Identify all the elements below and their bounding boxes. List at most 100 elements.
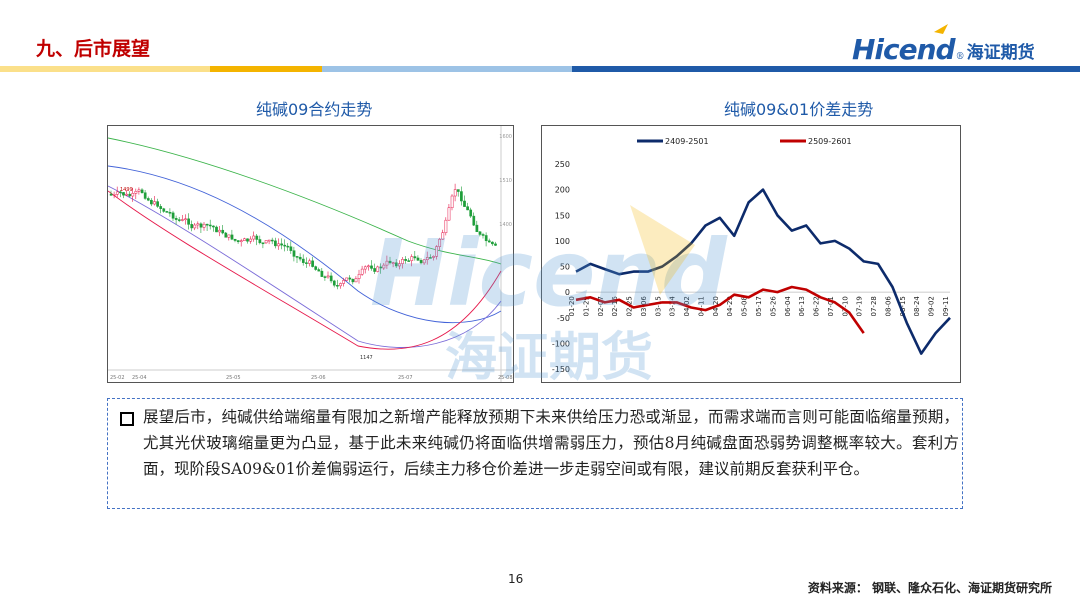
- brand-swoosh-icon: [934, 24, 948, 34]
- summary-text: 展望后市，纯碱供给端缩量有限加之新增产能释放预期下未来供给压力恐或渐显，而需求端…: [143, 408, 959, 478]
- candle-body: [236, 240, 240, 243]
- candle-body: [159, 206, 163, 209]
- x-tick-label: 03-15: [654, 296, 662, 316]
- series-line: [575, 285, 865, 334]
- x-tick-label: 06-13: [798, 296, 806, 316]
- candle-body: [181, 219, 184, 221]
- candle-body: [360, 268, 364, 275]
- candle-body: [367, 265, 370, 268]
- x-tick-label: 01-20: [568, 296, 576, 316]
- candle-body: [332, 280, 336, 286]
- y-tick-label: 100: [555, 237, 570, 246]
- candle-body: [255, 235, 259, 240]
- candle-body: [202, 223, 206, 228]
- candle-body: [425, 257, 429, 260]
- y-tick-label: -150: [552, 365, 570, 374]
- candle-body: [472, 215, 476, 226]
- right-chart-title: 纯碱09&01价差走势: [724, 100, 874, 119]
- candle-body: [122, 192, 125, 196]
- candle-body: [317, 269, 321, 272]
- candlestick-chart-svg: 1600 1510 1400 1499 1147 25-02 25-04 25-…: [107, 126, 513, 382]
- page-number: 16: [508, 572, 524, 586]
- candle-body: [410, 256, 414, 261]
- candle-body: [143, 192, 147, 199]
- brand-registered-mark: ®: [955, 52, 965, 62]
- candle-body: [131, 193, 135, 197]
- candle-body: [134, 191, 138, 194]
- candle-body: [429, 257, 432, 259]
- candle-body: [385, 260, 389, 266]
- candle-body: [193, 224, 197, 229]
- y-tick-label: -100: [552, 339, 570, 348]
- candle-body: [239, 240, 243, 243]
- y-tick-label: 0: [565, 288, 570, 297]
- candle-body: [339, 283, 342, 287]
- x-tick-label: 08-06: [884, 296, 892, 317]
- source-note: 资料来源： 钢联、隆众石化、海证期货研究所: [807, 581, 1052, 595]
- kline-x-label: 25-05: [226, 375, 241, 381]
- candle-body: [379, 266, 383, 269]
- y-tick-label: 250: [555, 160, 570, 169]
- summary-box: 展望后市，纯碱供给端缩量有限加之新增产能释放预期下未来供给压力恐或渐显，而需求端…: [107, 398, 963, 509]
- candle-body: [447, 207, 451, 221]
- x-tick-label: 02-16: [611, 296, 619, 317]
- candle-body: [196, 223, 200, 226]
- candle-body: [286, 245, 290, 248]
- left-candlestick-chart: 1600 1510 1400 1499 1147 25-02 25-04 25-…: [107, 125, 514, 383]
- candle-body: [274, 240, 277, 247]
- candle-body: [177, 219, 181, 221]
- x-tick-label: 08-15: [899, 296, 907, 316]
- x-tick-label: 06-22: [813, 296, 821, 316]
- candle-body: [469, 209, 473, 217]
- header-stripe-blue: [572, 66, 1080, 72]
- candle-body: [243, 238, 246, 241]
- candle-body: [174, 218, 178, 220]
- x-tick-label: 09-11: [942, 296, 950, 316]
- kline-x-label: 25-04: [132, 375, 147, 381]
- candle-body: [441, 232, 445, 240]
- moving-average-line: [107, 185, 502, 348]
- spread-chart-svg: 2409-2501 2509-2601 250 200 150 100 50 0 -50 -10…: [552, 137, 951, 374]
- x-tick-label: 04-29: [726, 296, 734, 316]
- candle-body: [373, 268, 376, 272]
- y-tick-label: 200: [555, 186, 570, 195]
- candle-body: [146, 198, 150, 201]
- candle-body: [323, 276, 327, 278]
- candle-body: [171, 212, 175, 219]
- kline-axis-label: 1400: [499, 222, 512, 228]
- series-line: [575, 188, 951, 355]
- candle-body: [109, 193, 113, 196]
- candle-body: [345, 277, 349, 281]
- candle-body: [298, 256, 302, 260]
- candle-body: [422, 259, 426, 264]
- candle-body: [494, 243, 497, 246]
- x-tick-label: 07-19: [856, 296, 864, 316]
- candle-body: [370, 265, 373, 269]
- candle-body: [419, 260, 423, 264]
- candle-body: [165, 211, 169, 213]
- x-tick-label: 05-26: [769, 296, 777, 317]
- candle-body: [199, 223, 203, 228]
- candle-body: [314, 266, 318, 270]
- candle-body: [184, 218, 187, 221]
- x-tick-label: 03-24: [669, 296, 677, 317]
- legend-label: 2509-2601: [808, 137, 852, 146]
- candle-body: [391, 262, 395, 264]
- x-tick-label: 07-28: [870, 296, 878, 316]
- x-tick-label: 05-08: [741, 296, 749, 316]
- candle-body: [456, 189, 460, 192]
- candle-body: [224, 232, 228, 238]
- candle-body: [137, 189, 141, 192]
- candle-body: [484, 235, 488, 242]
- header-stripe-yellow-light: [0, 66, 210, 72]
- candle-body: [336, 285, 339, 287]
- candle-body: [162, 208, 166, 212]
- kline-axis-label: 1600: [499, 134, 512, 140]
- x-tick-label: 07-10: [841, 296, 849, 316]
- candle-body: [140, 189, 144, 193]
- candle-body: [221, 229, 225, 234]
- candle-body: [115, 191, 119, 195]
- candle-body: [348, 277, 352, 280]
- legend-label: 2409-2501: [665, 137, 709, 146]
- candle-body: [444, 219, 448, 233]
